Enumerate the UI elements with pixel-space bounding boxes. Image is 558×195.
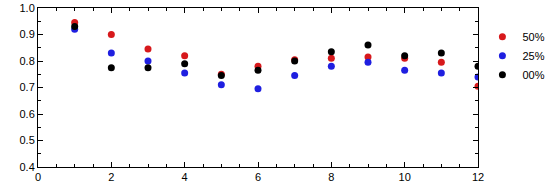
svg-text:0.6: 0.6 [20,108,35,120]
svg-text:12: 12 [472,171,484,183]
svg-text:2: 2 [108,171,114,183]
svg-text:0.8: 0.8 [20,55,35,67]
svg-text:0.7: 0.7 [20,81,35,93]
svg-text:1.0: 1.0 [20,2,35,14]
svg-text:4: 4 [182,171,188,183]
svg-text:50%: 50% [522,31,544,43]
svg-text:0.9: 0.9 [20,28,35,40]
svg-text:10: 10 [399,171,411,183]
svg-text:0.5: 0.5 [20,134,35,146]
svg-text:8: 8 [328,171,334,183]
svg-text:6: 6 [255,171,261,183]
svg-text:0: 0 [35,171,41,183]
svg-text:0.4: 0.4 [20,161,35,173]
svg-text:25%: 25% [522,50,544,62]
svg-text:00%: 00% [522,69,544,81]
